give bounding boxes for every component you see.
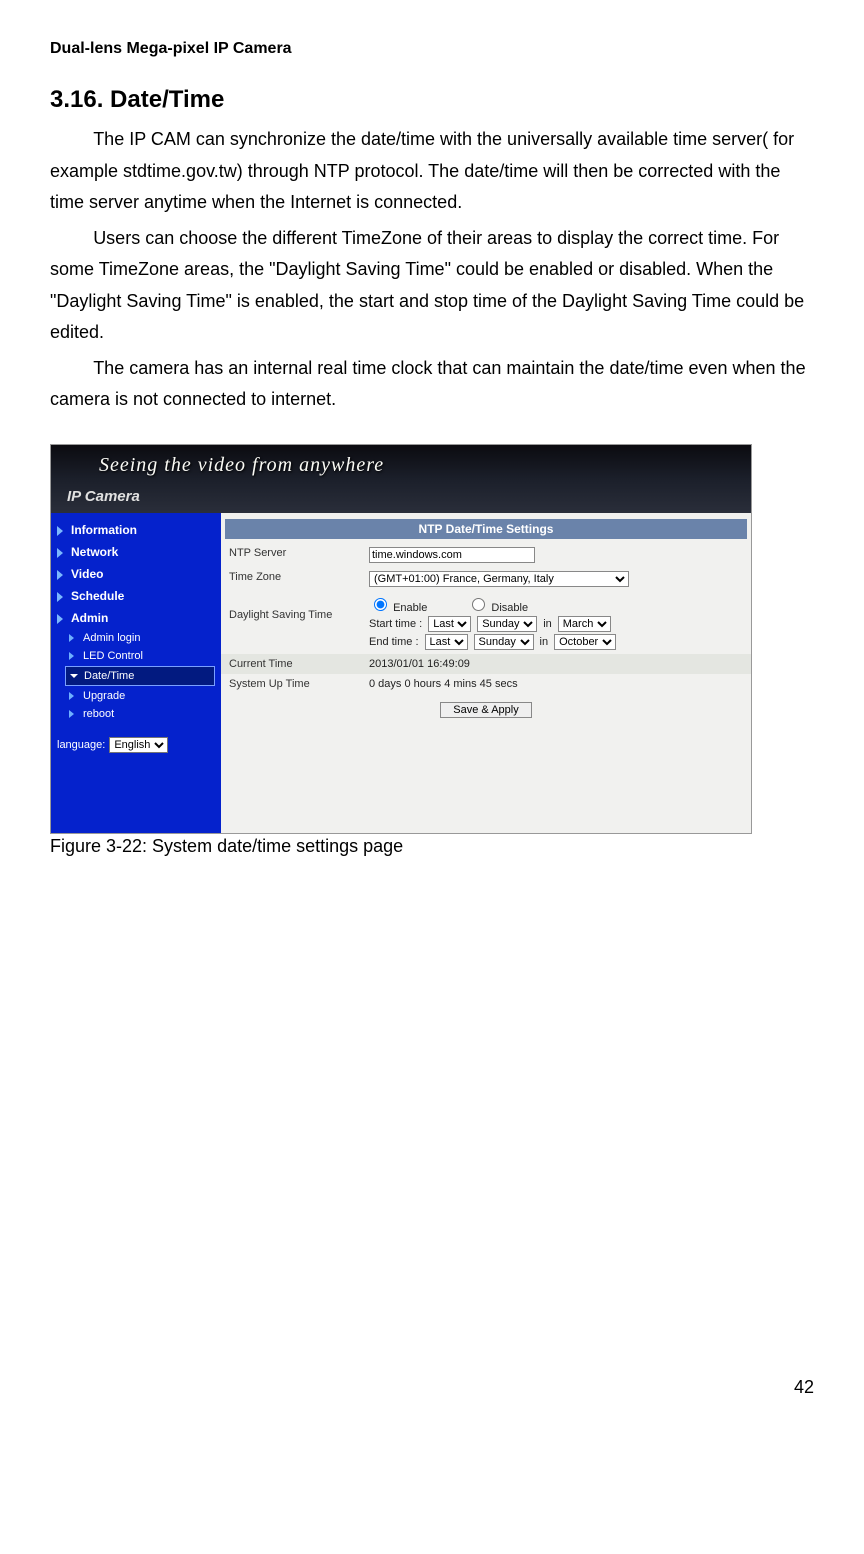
tz-label: Time Zone: [229, 571, 369, 583]
start-time-label: Start time :: [369, 618, 422, 630]
uptime-label: System Up Time: [229, 678, 369, 690]
sub-admin-login[interactable]: Admin login: [51, 629, 221, 647]
save-apply-button[interactable]: Save & Apply: [440, 702, 531, 718]
end-month[interactable]: October: [554, 634, 616, 650]
ntp-label: NTP Server: [229, 547, 369, 559]
nav-video[interactable]: Video: [51, 563, 221, 585]
end-day[interactable]: Sunday: [474, 634, 534, 650]
panel-title: NTP Date/Time Settings: [225, 519, 747, 539]
sub-reboot[interactable]: reboot: [51, 705, 221, 723]
dst-label: Daylight Saving Time: [229, 595, 369, 621]
end-time-label: End time :: [369, 636, 419, 648]
dst-disable[interactable]: Disable: [467, 595, 528, 614]
dst-enable[interactable]: Enable: [369, 595, 427, 614]
nav-network[interactable]: Network: [51, 541, 221, 563]
sidebar: Information Network Video Schedule Admin…: [51, 513, 221, 833]
figure-caption: Figure 3-22: System date/time settings p…: [50, 836, 814, 857]
start-month[interactable]: March: [558, 616, 611, 632]
sub-upgrade[interactable]: Upgrade: [51, 687, 221, 705]
uptime-value: 0 days 0 hours 4 mins 45 secs: [369, 678, 743, 690]
end-week[interactable]: Last: [425, 634, 468, 650]
nav-admin[interactable]: Admin: [51, 607, 221, 629]
nav-information[interactable]: Information: [51, 519, 221, 541]
tz-select[interactable]: (GMT+01:00) France, Germany, Italy: [369, 571, 629, 587]
nav-schedule[interactable]: Schedule: [51, 585, 221, 607]
sub-led-control[interactable]: LED Control: [51, 647, 221, 665]
doc-header: Dual-lens Mega-pixel IP Camera: [50, 40, 814, 58]
banner: Seeing the video from anywhere IP Camera: [51, 445, 751, 513]
paragraph-1: The IP CAM can synchronize the date/time…: [50, 124, 814, 219]
banner-logo: IP Camera: [67, 488, 140, 505]
language-select[interactable]: English: [109, 737, 168, 753]
ntp-input[interactable]: [369, 547, 535, 563]
sub-date-time[interactable]: Date/Time: [65, 666, 215, 686]
current-time-value: 2013/01/01 16:49:09: [369, 658, 743, 670]
section-title: 3.16. Date/Time: [50, 86, 814, 114]
current-time-label: Current Time: [229, 658, 369, 670]
paragraph-3: The camera has an internal real time clo…: [50, 353, 814, 416]
language-label: language:: [57, 739, 105, 751]
in-label-2: in: [540, 636, 549, 648]
start-day[interactable]: Sunday: [477, 616, 537, 632]
start-week[interactable]: Last: [428, 616, 471, 632]
banner-tagline: Seeing the video from anywhere: [99, 454, 384, 477]
page-number: 42: [50, 1377, 814, 1398]
settings-panel: NTP Date/Time Settings NTP Server Time Z…: [221, 513, 751, 833]
paragraph-2: Users can choose the different TimeZone …: [50, 223, 814, 349]
in-label-1: in: [543, 618, 552, 630]
screenshot: Seeing the video from anywhere IP Camera…: [50, 444, 752, 834]
